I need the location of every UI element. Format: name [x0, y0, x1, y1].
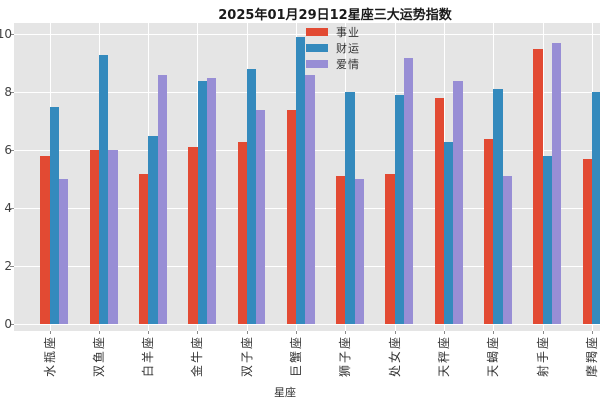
bar-事业-双鱼座: [89, 150, 99, 325]
plot-area: [14, 23, 600, 331]
bar-事业-射手座: [533, 48, 543, 325]
x-tick-label-7: 狮子座: [338, 335, 353, 378]
x-tick-mark: [197, 331, 199, 334]
y-tick-mark: [10, 208, 14, 210]
bar-财运-天蝎座: [493, 89, 503, 325]
bar-爱情-天蝎座: [502, 176, 512, 325]
bar-事业-白羊座: [138, 173, 149, 325]
bar-财运-射手座: [542, 156, 552, 325]
x-tick-mark: [49, 331, 51, 334]
bar-财运-巨蟹座: [296, 37, 306, 325]
y-tick-label: 10: [0, 27, 12, 42]
y-tick-label: 6: [4, 143, 12, 158]
x-tick-label-1: 水瓶座: [42, 335, 57, 378]
legend: 事业 财运 爱情: [306, 26, 360, 71]
bar-事业-处女座: [385, 173, 395, 325]
x-tick-mark: [591, 331, 593, 334]
x-tick-label-3: 白羊座: [141, 335, 156, 378]
bar-爱情-白羊座: [157, 74, 167, 325]
x-tick-label-4: 金牛座: [190, 335, 205, 378]
bar-爱情-金牛座: [206, 77, 217, 325]
legend-swatch-icon: [306, 28, 328, 36]
bar-事业-摩羯座: [582, 159, 592, 325]
bar-爱情-射手座: [551, 43, 562, 325]
legend-item-财运: 财运: [306, 42, 360, 55]
bar-事业-天蝎座: [484, 138, 494, 325]
x-axis-label: 星座: [274, 386, 296, 399]
chart-title: 2025年01月29日12星座三大运势指数: [218, 8, 452, 23]
legend-label: 事业: [336, 26, 360, 39]
y-tick-mark: [10, 150, 14, 152]
bar-财运-双子座: [246, 69, 257, 325]
bar-爱情-处女座: [404, 57, 414, 325]
x-tick-label-12: 摩羯座: [584, 335, 599, 378]
legend-label: 财运: [336, 42, 360, 55]
legend-item-爱情: 爱情: [306, 58, 360, 71]
x-tick-label-6: 巨蟹座: [289, 335, 304, 378]
x-tick-mark: [98, 331, 100, 334]
x-tick-label-9: 天秤座: [436, 335, 451, 378]
bar-爱情-狮子座: [354, 179, 365, 325]
y-tick-mark: [10, 266, 14, 268]
x-tick-mark: [493, 331, 495, 334]
y-tick-label: 2: [4, 259, 12, 274]
gridline-y-0: [14, 324, 600, 326]
bar-爱情-水瓶座: [58, 179, 69, 325]
legend-item-事业: 事业: [306, 26, 360, 39]
bar-事业-水瓶座: [40, 156, 50, 325]
bar-事业-双子座: [237, 141, 247, 325]
x-tick-mark: [296, 331, 298, 334]
x-tick-mark: [394, 331, 396, 334]
bar-财运-水瓶座: [49, 106, 59, 325]
y-tick-mark: [10, 92, 14, 94]
y-tick-label: 8: [4, 85, 12, 100]
bar-事业-天秤座: [434, 98, 445, 325]
y-tick-label: 4: [4, 201, 12, 216]
bar-爱情-双鱼座: [108, 150, 118, 325]
x-tick-label-2: 双鱼座: [91, 335, 106, 378]
bar-事业-狮子座: [336, 176, 346, 325]
bar-财运-天秤座: [444, 141, 454, 325]
bar-事业-金牛座: [188, 147, 198, 325]
bar-爱情-巨蟹座: [305, 74, 315, 325]
bar-财运-白羊座: [148, 135, 158, 325]
x-tick-mark: [148, 331, 150, 334]
y-tick-mark: [10, 34, 14, 36]
legend-label: 爱情: [336, 58, 360, 71]
legend-swatch-icon: [306, 60, 328, 68]
bar-财运-处女座: [394, 95, 405, 325]
bar-财运-双鱼座: [98, 54, 109, 325]
bar-财运-狮子座: [345, 92, 355, 325]
bar-财运-摩羯座: [591, 92, 600, 325]
bar-爱情-双子座: [256, 109, 266, 325]
x-tick-label-8: 处女座: [387, 335, 402, 378]
x-tick-mark: [542, 331, 544, 334]
y-tick-label: 0: [4, 317, 12, 332]
x-tick-mark: [246, 331, 248, 334]
bar-财运-金牛座: [197, 80, 207, 325]
x-tick-label-10: 天蝎座: [486, 335, 501, 378]
bar-爱情-天秤座: [453, 80, 463, 325]
x-tick-label-5: 双子座: [239, 335, 254, 378]
x-tick-mark: [443, 331, 445, 334]
x-tick-mark: [345, 331, 347, 334]
legend-swatch-icon: [306, 44, 328, 52]
x-tick-label-11: 射手座: [535, 335, 550, 378]
bar-事业-巨蟹座: [286, 109, 297, 325]
y-tick-mark: [10, 324, 14, 326]
